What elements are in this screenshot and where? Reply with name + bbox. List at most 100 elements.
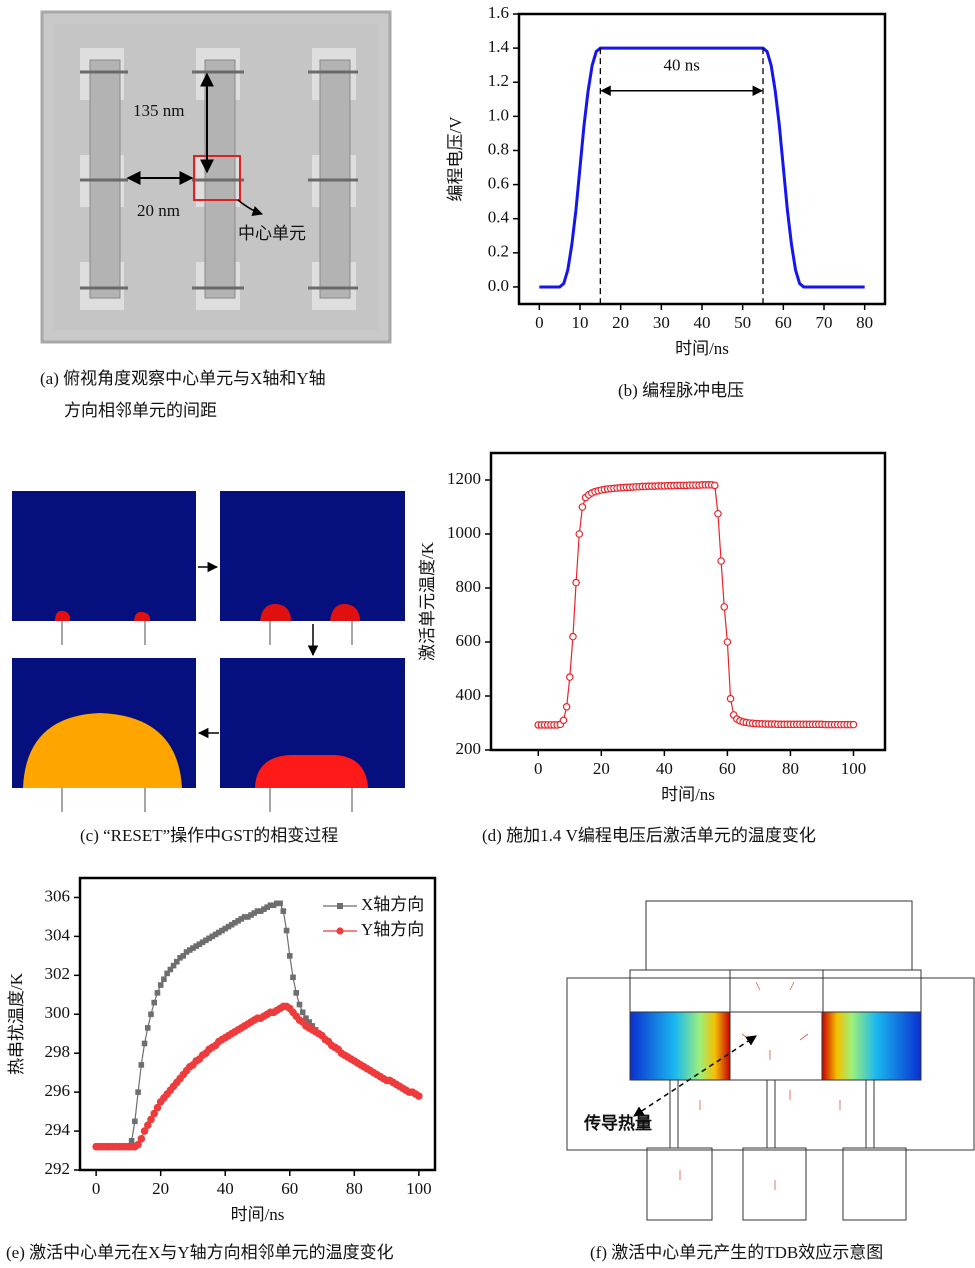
x-tick-label: 100 [841, 759, 867, 778]
body: 135 nm 20 nm 中心单元 (a) 俯视角度观察中心单元与X轴和Y轴 方… [0, 0, 975, 1268]
marker [579, 504, 585, 510]
y-axis-label: 编程电压/V [446, 116, 465, 202]
y-tick-label: 0.6 [488, 173, 509, 192]
panel-f [567, 901, 974, 1220]
y-tick-label: 0.4 [488, 208, 510, 227]
gst-frame [220, 491, 405, 621]
legend-marker [336, 927, 343, 934]
legend-label: X轴方向 [361, 895, 424, 914]
y-tick-label: 400 [456, 685, 482, 704]
x-tick-label: 80 [346, 1179, 363, 1198]
melt [255, 755, 368, 788]
marker [850, 721, 856, 727]
y-tick-label: 296 [45, 1081, 71, 1100]
marker [570, 633, 576, 639]
caption: (d) 施加1.4 V编程电压后激活单元的温度变化 [482, 826, 816, 845]
x-axis-label: 时间/ns [231, 1205, 285, 1224]
cell [730, 970, 823, 1012]
data-line [96, 903, 419, 1146]
plot-frame [519, 14, 885, 304]
legend-label: Y轴方向 [361, 920, 424, 939]
marker [161, 976, 167, 982]
y-tick-label: 1200 [447, 469, 481, 488]
heater [767, 1080, 775, 1148]
marker [727, 696, 733, 702]
marker [290, 974, 296, 980]
marker [129, 1138, 135, 1144]
marker [715, 511, 721, 517]
legend-marker [337, 903, 343, 909]
heat-label: 传导热量 [583, 1113, 652, 1133]
annotation: 40 ns [663, 56, 699, 75]
flux [742, 1034, 750, 1040]
marker [287, 953, 293, 959]
marker [135, 1089, 141, 1095]
marker [138, 1136, 144, 1142]
caption: (c) “RESET”操作中GST的相变过程 [80, 826, 338, 845]
marker [576, 531, 582, 537]
y-tick-label: 600 [456, 631, 482, 650]
marker [284, 928, 290, 934]
cell [730, 1012, 823, 1080]
x-tick-label: 0 [92, 1179, 101, 1198]
marker [277, 901, 283, 907]
panel-a: 135 nm 20 nm 中心单元 (a) 俯视角度观察中心单元与X轴和Y轴 方… [40, 12, 390, 420]
marker [724, 639, 730, 645]
plot-area [539, 48, 864, 287]
heater [866, 1080, 874, 1148]
y-tick-label: 1.4 [488, 37, 510, 56]
flux [800, 1034, 808, 1040]
x-tick-label: 100 [406, 1179, 432, 1198]
marker [416, 1093, 422, 1099]
caption: (f) 激活中心单元产生的TDB效应示意图 [590, 1243, 883, 1262]
y-tick-label: 302 [45, 964, 71, 983]
caption: (a) 俯视角度观察中心单元与X轴和Y轴 [40, 369, 326, 388]
y-axis-label: 热串扰温度/K [7, 972, 26, 1075]
flux [756, 982, 760, 990]
panel-c: (c) “RESET”操作中GST的相变过程 [12, 491, 405, 845]
x-tick-label: 40 [217, 1179, 234, 1198]
y-tick-label: 1.6 [488, 3, 509, 22]
marker [281, 908, 287, 914]
y-tick-label: 1.0 [488, 105, 509, 124]
y-tick-label: 294 [45, 1120, 71, 1139]
marker [158, 982, 164, 988]
x-tick-label: 20 [152, 1179, 169, 1198]
x-tick-label: 20 [612, 313, 629, 332]
x-tick-label: 20 [593, 759, 610, 778]
cell-label: 中心单元 [238, 224, 306, 243]
bottom-electrode [743, 1148, 806, 1220]
distance-label: 135 nm [133, 101, 184, 120]
marker [151, 1000, 157, 1006]
page: figure {"chart_data": [ {"type": "line",… [0, 0, 975, 1268]
data-line [538, 485, 853, 725]
marker [560, 717, 566, 723]
heat-map [630, 1012, 730, 1080]
marker [573, 579, 579, 585]
cell [823, 970, 921, 1012]
y-tick-label: 1.2 [488, 71, 509, 90]
flux [790, 982, 794, 990]
y-tick-label: 1000 [447, 523, 481, 542]
marker [297, 1002, 303, 1008]
y-tick-label: 0.2 [488, 242, 509, 261]
top-electrode [646, 901, 912, 970]
caption: (e) 激活中心单元在X与Y轴方向相邻单元的温度变化 [6, 1243, 394, 1262]
x-axis-label: 时间/ns [675, 339, 729, 358]
caption: (b) 编程脉冲电压 [618, 381, 744, 400]
distance-label: 20 nm [137, 201, 180, 220]
marker [145, 1025, 151, 1031]
x-tick-label: 30 [653, 313, 670, 332]
marker [132, 1119, 138, 1125]
marker [139, 1062, 145, 1068]
y-tick-label: 292 [45, 1159, 71, 1178]
y-tick-label: 306 [45, 886, 71, 905]
cell [630, 970, 730, 1012]
x-tick-label: 60 [281, 1179, 298, 1198]
data-line [539, 48, 864, 287]
marker [148, 1011, 154, 1017]
x-tick-label: 0 [534, 759, 543, 778]
y-tick-label: 300 [45, 1003, 71, 1022]
x-tick-label: 0 [535, 313, 544, 332]
x-tick-label: 50 [734, 313, 751, 332]
